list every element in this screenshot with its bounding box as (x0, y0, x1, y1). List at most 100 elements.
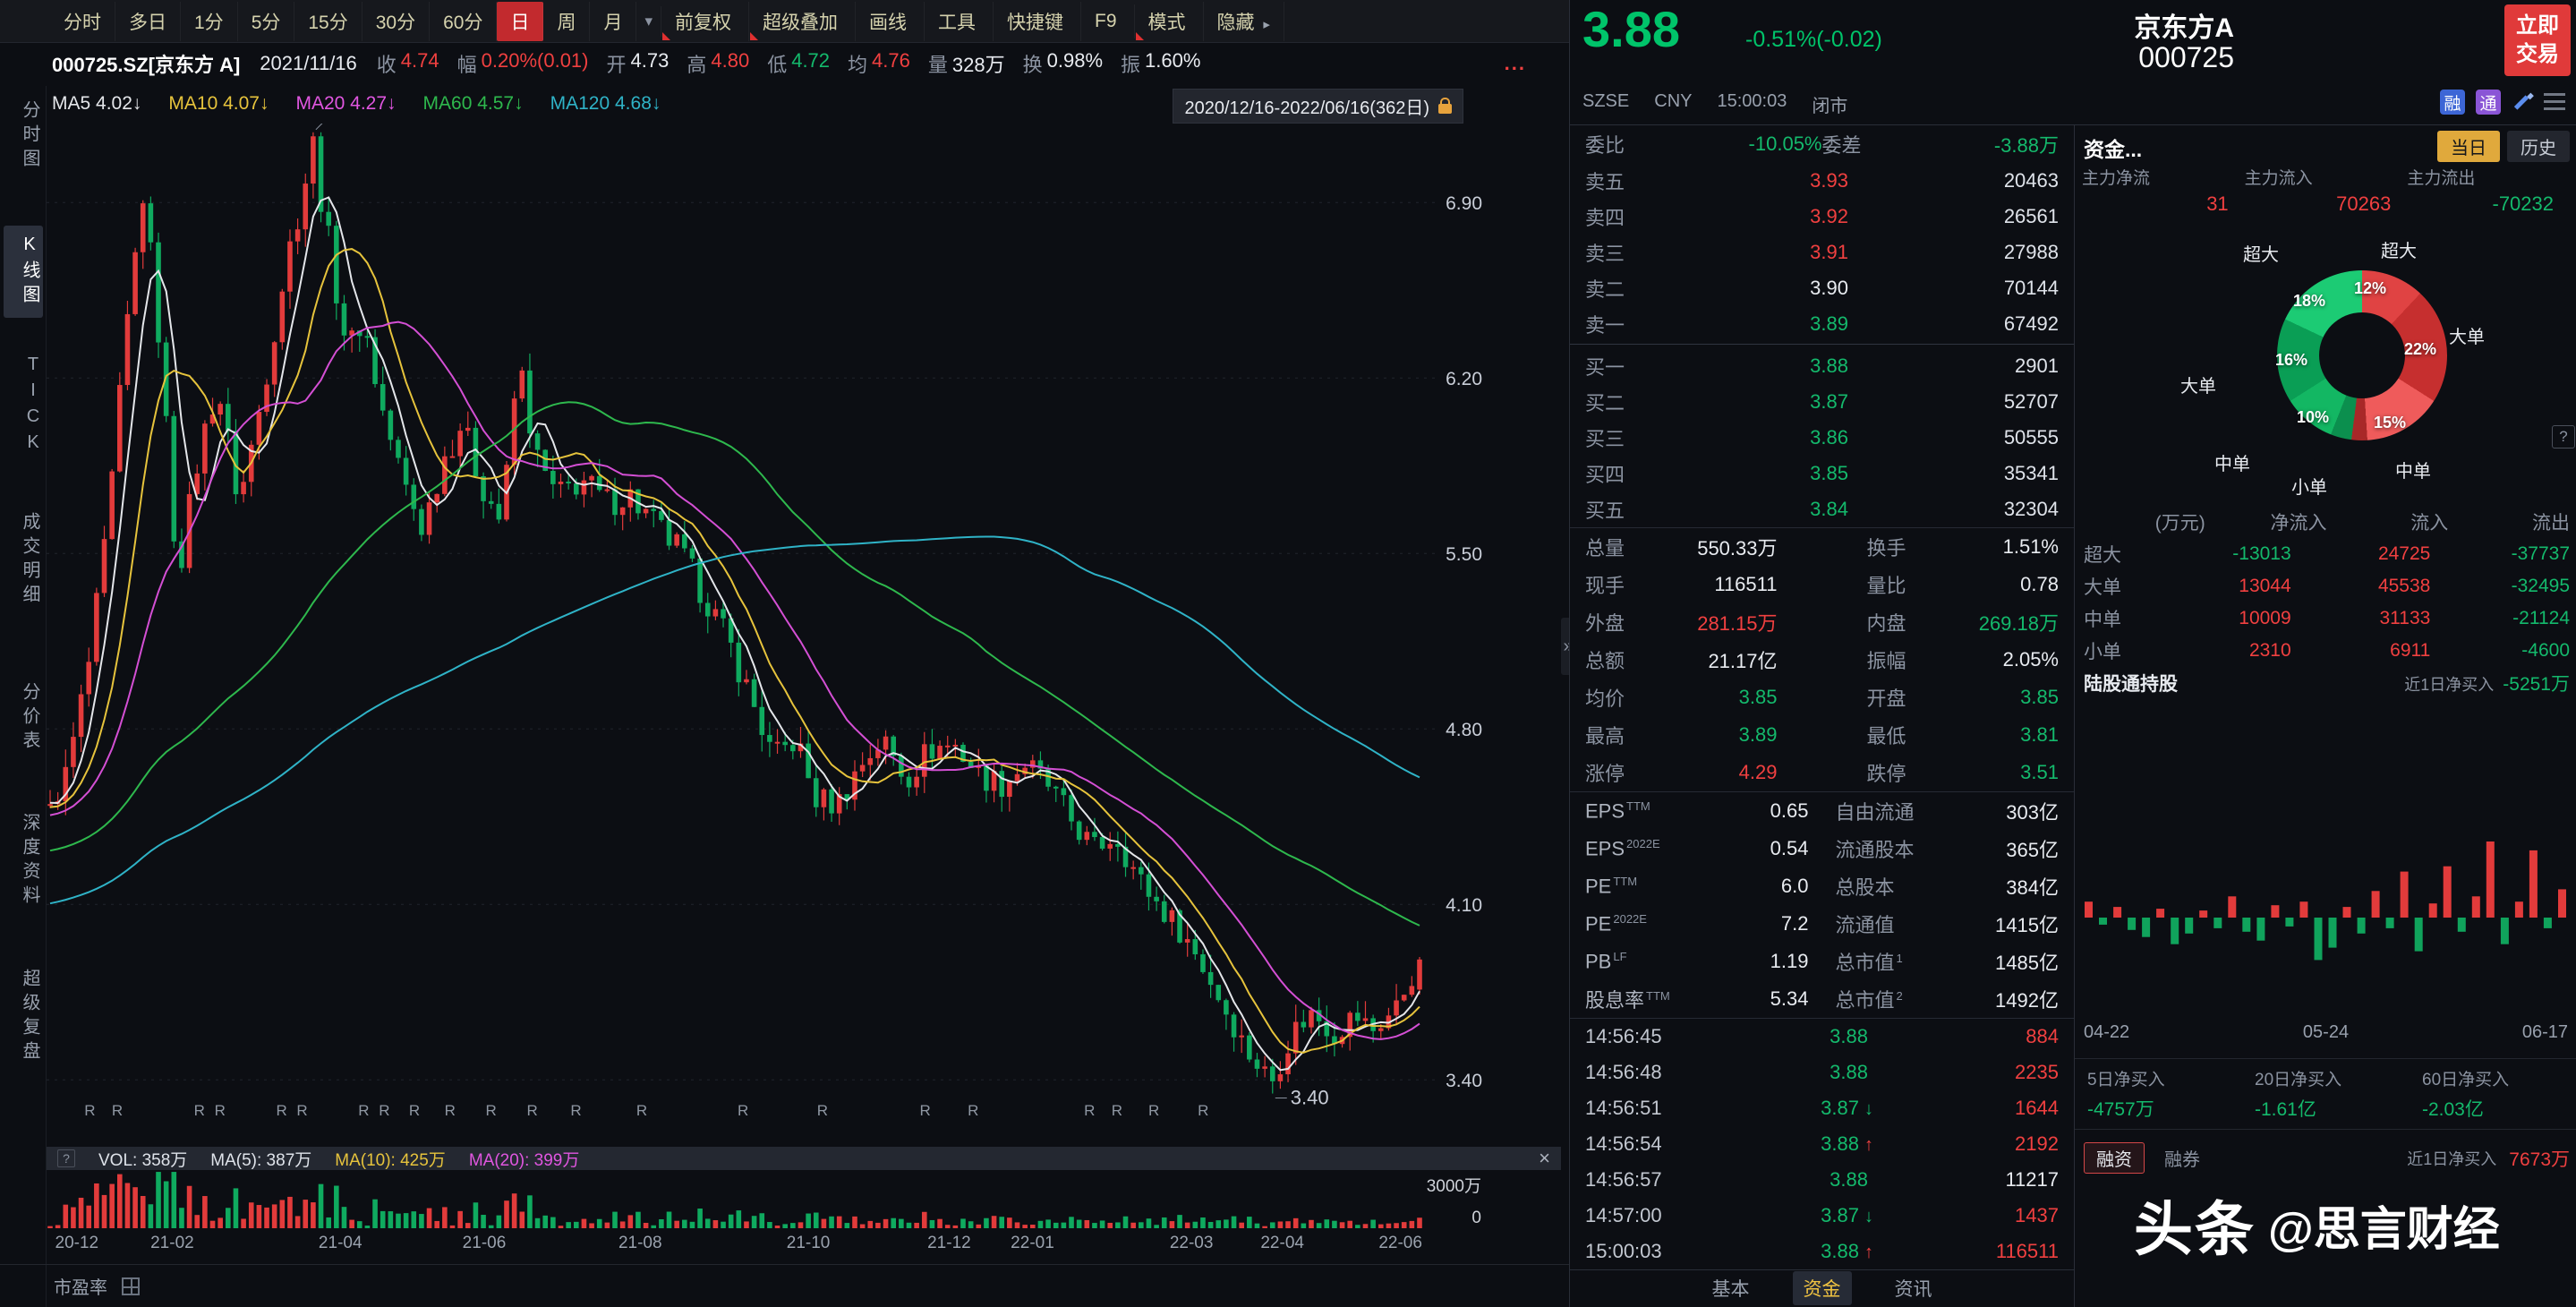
valuation-label: 流通值 (1835, 914, 1895, 936)
toolbar-action[interactable]: 工具 (925, 1, 994, 41)
donut-category-label: 中单 (2395, 462, 2431, 482)
tick-row[interactable]: 14:56:45 3.88 884 (1570, 1019, 2074, 1055)
tick-row[interactable]: 14:56:54 3.88 ↑ 2192 (1570, 1126, 2074, 1162)
valuation-label: EPS TTM (1585, 799, 1651, 823)
tick-row[interactable]: 15:00:03 3.88 ↑ 116511 (1570, 1234, 2074, 1269)
kline-chart[interactable]: 6.906.205.504.804.103.407.133.40RRRRRRRR… (47, 124, 1561, 1137)
bid-row[interactable]: 买五 3.84 32304 (1570, 491, 2074, 527)
sidebar-chart-tab[interactable]: TICK (23, 355, 43, 458)
svg-text:6.90: 6.90 (1446, 193, 1482, 214)
price-annotations: 7.13 3.40 (315, 124, 1329, 1109)
help-icon[interactable]: ? (2552, 425, 2575, 448)
svg-text:6.20: 6.20 (1446, 369, 1482, 389)
toolbar-action[interactable]: 快捷键 (994, 1, 1081, 41)
ask-row[interactable]: 卖二 3.90 70144 (1570, 270, 2074, 306)
tick-row[interactable]: 14:56:51 3.87 ↓ 1644 (1570, 1090, 2074, 1126)
bid-row[interactable]: 买一 3.88 2901 (1570, 348, 2074, 384)
toolbar-period-label: 分时 (64, 12, 101, 33)
toolbar-action[interactable]: 隐藏 ▸ (1204, 1, 1284, 41)
flow-row-name: 超大 (2084, 545, 2121, 566)
toolbar-action-label: 超级叠加 (763, 12, 838, 33)
bid-price: 3.84 (1810, 498, 1848, 520)
sidebar-chart-tab[interactable]: K线图 (4, 226, 43, 318)
toolbar-action[interactable]: F9 (1081, 4, 1135, 38)
toolbar-period-label: 月 (603, 12, 623, 33)
toolbar-period-tab[interactable]: 60分 (430, 1, 498, 41)
bid-row[interactable]: 买三 3.86 50555 (1570, 420, 2074, 456)
quote-tab[interactable]: 资金 (1792, 1271, 1852, 1305)
volume-bars-svg[interactable] (47, 1170, 1561, 1229)
tick-time: 14:56:54 (1585, 1132, 1662, 1155)
flow-table-rows: 超大 -13013 24725 -37737 大单 13044 45538 -3… (2084, 538, 2570, 667)
tick-time: 14:56:45 (1585, 1025, 1662, 1047)
margin-trading-badge[interactable]: 融 (2440, 90, 2465, 115)
vol-ma10-readout: MA(10): 425万 (335, 1150, 446, 1170)
svg-text:R: R (1084, 1102, 1095, 1119)
main-flow-value: 31 (2206, 192, 2229, 215)
candlestick-svg[interactable]: 6.906.205.504.804.103.407.133.40RRRRRRRR… (47, 124, 1561, 1137)
toolbar-action-label: F9 (1095, 10, 1117, 31)
time-axis-label: 22-06 (1378, 1234, 1422, 1252)
toolbar-period-tab[interactable]: 30分 (363, 1, 431, 41)
quote-time: 15:00:03 (1717, 91, 1787, 111)
ask-row[interactable]: 卖四 3.92 26561 (1570, 199, 2074, 235)
toolbar-period-label: 多日 (129, 12, 166, 33)
connect-badge[interactable]: 通 (2476, 90, 2501, 115)
net-buy-value: -4757万 (2087, 1099, 2154, 1120)
quote-pair-key: 收 (376, 54, 397, 76)
quote-tab[interactable]: 基本 (1711, 1279, 1750, 1300)
ask-row[interactable]: 卖三 3.91 27988 (1570, 235, 2074, 270)
list-icon[interactable] (2544, 93, 2565, 111)
ask-row[interactable]: 卖一 3.89 67492 (1570, 306, 2074, 342)
toolbar-action[interactable]: 模式 (1135, 1, 1204, 41)
bid-row[interactable]: 买二 3.87 52707 (1570, 384, 2074, 420)
trade-now-button[interactable]: 立即 交易 (2504, 4, 2571, 76)
edit-icon[interactable] (2512, 91, 2533, 113)
ask-row[interactable]: 卖五 3.93 20463 (1570, 163, 2074, 199)
quote-pair: 收 4.74 (377, 49, 439, 78)
quote-pair-value: 4.72 (791, 49, 831, 72)
margin-financing-tab[interactable]: 融资 (2084, 1142, 2145, 1174)
sidebar-chart-tab[interactable]: 分价表 (20, 682, 39, 755)
toolbar-period-tab[interactable]: 月 (590, 1, 637, 41)
close-pane-icon[interactable]: × (1539, 1147, 1550, 1169)
net-buy-stat: 5日净买入 -4757万 (2075, 1066, 2242, 1122)
lock-icon[interactable] (1438, 98, 1452, 114)
more-indicator[interactable]: ... (1504, 52, 1526, 74)
tick-row[interactable]: 14:57:00 3.87 ↓ 1437 (1570, 1198, 2074, 1234)
toolbar-action[interactable]: 画线 (856, 1, 925, 41)
toolbar-action[interactable]: 前复权 (661, 1, 749, 41)
sidebar-chart-tab[interactable]: 成交明细 (20, 512, 39, 609)
period-dropdown-icon[interactable]: ▾ (636, 5, 661, 37)
help-icon[interactable]: ? (57, 1149, 75, 1167)
sidebar-chart-tab[interactable]: 分时图 (20, 100, 39, 173)
toolbar-period-tab[interactable]: 1分 (181, 1, 238, 41)
pe-ratio-tab[interactable]: 市盈率 (54, 1278, 107, 1298)
toolbar-period-tab[interactable]: 周 (543, 1, 591, 41)
toolbar-action-label: 快捷键 (1007, 12, 1063, 33)
money-tab[interactable]: 当日 (2437, 131, 2500, 162)
toolbar-period-tab[interactable]: 多日 (115, 1, 181, 41)
new-feature-badge (1135, 31, 1144, 40)
svg-text:R: R (445, 1102, 456, 1119)
exchange-label: SZSE (1582, 91, 1630, 111)
valuation-stats: EPS TTM 0.65 自由流通 303亿 EPS 2022E 0.54 (1570, 791, 2074, 1018)
sidebar-chart-tab[interactable]: 超级复盘 (20, 969, 39, 1065)
quote-tab[interactable]: 资讯 (1894, 1279, 1932, 1300)
donut-category-label: 大单 (2180, 377, 2216, 397)
securities-lending-tab[interactable]: 融券 (2164, 1150, 2200, 1170)
svg-text:R: R (636, 1102, 647, 1119)
grid-layout-icon[interactable] (122, 1277, 140, 1295)
toolbar-period-tab[interactable]: 日 (497, 1, 544, 41)
toolbar-action[interactable]: 超级叠加 (749, 1, 856, 41)
toolbar-period-tab[interactable]: 分时 (50, 1, 115, 41)
money-tab[interactable]: 历史 (2507, 131, 2570, 162)
time-axis-label: 21-12 (927, 1234, 971, 1252)
tick-row[interactable]: 14:56:57 3.88 11217 (1570, 1162, 2074, 1198)
toolbar-period-tab[interactable]: 15分 (294, 1, 363, 41)
sidebar-chart-tab[interactable]: 深度资料 (20, 813, 39, 910)
tick-row[interactable]: 14:56:48 3.88 2235 (1570, 1055, 2074, 1090)
toolbar-period-tab[interactable]: 5分 (238, 1, 295, 41)
tick-volume: 1437 (2015, 1204, 2059, 1226)
bid-row[interactable]: 买四 3.85 35341 (1570, 456, 2074, 491)
